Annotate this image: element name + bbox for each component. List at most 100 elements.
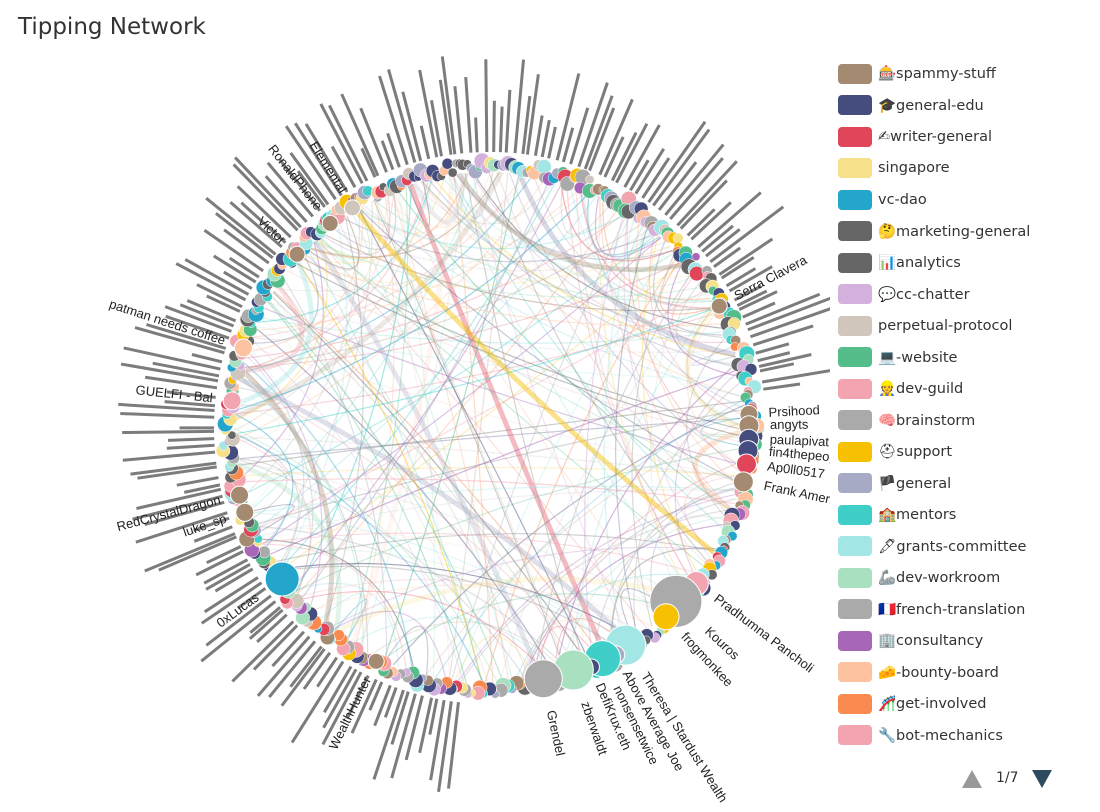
edge	[392, 404, 746, 666]
edge	[580, 188, 746, 410]
edge	[586, 192, 651, 252]
label-clutter	[196, 283, 243, 309]
legend-item[interactable]: 🎓general-edu	[838, 90, 1088, 122]
page-up[interactable]	[962, 770, 982, 788]
legend-label: 🦾dev-workroom	[878, 570, 1001, 587]
label-clutter	[437, 701, 453, 793]
edge	[382, 593, 672, 661]
edge	[648, 232, 746, 417]
label-clutter	[747, 296, 830, 332]
label-clutter	[134, 326, 225, 355]
legend-item[interactable]: 🔧bot-mechanics	[838, 720, 1088, 752]
label-clutter	[165, 314, 230, 340]
edge	[354, 174, 530, 237]
edge	[234, 177, 546, 441]
edge	[310, 584, 653, 627]
edge	[319, 593, 364, 641]
legend-item[interactable]: singapore	[838, 153, 1088, 185]
node-dot	[447, 167, 458, 178]
edge	[263, 200, 373, 549]
edge	[317, 238, 649, 630]
node	[321, 214, 339, 232]
legend-item[interactable]: 💻-website	[838, 342, 1088, 374]
node	[230, 485, 250, 505]
label-clutter	[152, 361, 220, 378]
label-clutter	[738, 290, 778, 311]
legend-item[interactable]: 💬cc-chatter	[838, 279, 1088, 311]
edge	[412, 173, 467, 225]
legend-label: 🏫mentors	[878, 507, 957, 524]
edge	[278, 222, 348, 573]
legend-item[interactable]: vc-dao	[838, 184, 1088, 216]
node-dot	[585, 174, 595, 185]
edge	[407, 180, 431, 227]
label-clutter	[428, 698, 439, 735]
label-clutter	[136, 487, 222, 510]
legend-item[interactable]: 🧠brainstorm	[838, 405, 1088, 437]
legend-label: vc-dao	[878, 191, 927, 208]
node-dot	[441, 157, 454, 170]
legend-item[interactable]: 🏴general	[838, 468, 1088, 500]
edge	[508, 172, 744, 469]
legend-item[interactable]: 🏢consultancy	[838, 625, 1088, 657]
edge	[358, 207, 741, 484]
label-clutter	[123, 346, 221, 371]
edge	[455, 172, 688, 273]
legend-item[interactable]: 🏫mentors	[838, 499, 1088, 531]
legend-item[interactable]: 🎢get-involved	[838, 688, 1088, 720]
label-clutter	[583, 95, 614, 170]
node	[735, 453, 757, 475]
legend-item[interactable]: ⛑support	[838, 436, 1088, 468]
edge	[569, 301, 714, 672]
edge	[351, 211, 514, 684]
label-clutter	[264, 175, 308, 223]
edge	[254, 289, 706, 531]
legend-item[interactable]: perpetual-protocol	[838, 310, 1088, 342]
edge	[321, 193, 391, 256]
legend-label: ✍writer-general	[878, 128, 992, 145]
edge	[234, 191, 591, 412]
label-clutter	[418, 69, 439, 158]
legend-label: 🧀-bounty-board	[878, 664, 999, 681]
label-clutter	[603, 136, 625, 178]
edge	[513, 573, 699, 684]
label-clutter	[135, 511, 228, 544]
label-clutter	[359, 107, 388, 173]
edge	[294, 184, 413, 594]
node	[233, 338, 253, 358]
edge	[317, 207, 371, 261]
legend-item[interactable]: 🖋grants-committee	[838, 531, 1088, 563]
label-clutter	[205, 594, 272, 647]
legend-item[interactable]: general-edu	[838, 751, 1088, 752]
label-clutter	[390, 693, 417, 779]
edge	[246, 346, 291, 511]
label-clutter	[447, 702, 460, 789]
edge	[584, 209, 625, 663]
edge	[391, 191, 510, 684]
legend-swatch	[838, 126, 872, 147]
edge	[240, 179, 430, 372]
legend-item[interactable]: ✍writer-general	[838, 121, 1088, 153]
legend-swatch	[838, 693, 872, 714]
label-clutter	[120, 362, 219, 383]
edge	[396, 189, 733, 512]
label-clutter	[205, 196, 277, 256]
edge	[684, 304, 747, 433]
page-down[interactable]	[1032, 770, 1052, 788]
label-clutter	[484, 59, 489, 153]
edge	[354, 194, 395, 647]
edge	[581, 228, 652, 667]
legend-item[interactable]: 🦾dev-workroom	[838, 562, 1088, 594]
legend-item[interactable]: 🤔marketing-general	[838, 216, 1088, 248]
legend-item[interactable]: 👷dev-guild	[838, 373, 1088, 405]
edge	[303, 241, 342, 280]
edge	[652, 240, 729, 336]
edge	[300, 178, 551, 601]
legend-item[interactable]: 🇫🇷french-translation	[838, 594, 1088, 626]
edge	[422, 179, 556, 225]
edge	[351, 616, 560, 675]
label-clutter	[256, 613, 288, 643]
legend-item[interactable]: 📊analytics	[838, 247, 1088, 279]
legend-item[interactable]: 🧀-bounty-board	[838, 657, 1088, 689]
legend-item[interactable]: 🎰spammy-stuff	[838, 58, 1088, 90]
